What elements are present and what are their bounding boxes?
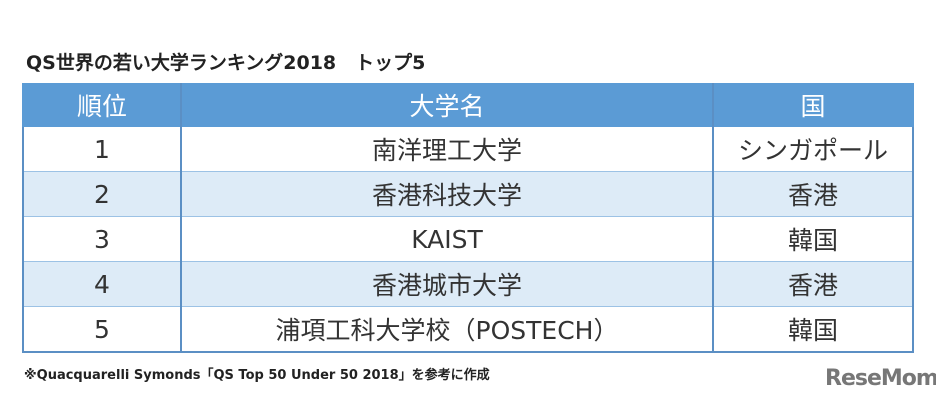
- cell-rank: 5: [22, 306, 182, 353]
- cell-country: シンガポール: [712, 127, 914, 172]
- table-row: 3 KAIST 韓国: [22, 216, 914, 262]
- cell-university: 香港城市大学: [180, 261, 714, 307]
- table-row: 4 香港城市大学 香港: [22, 261, 914, 307]
- table-row: 1 南洋理工大学 シンガポール: [22, 127, 914, 172]
- resemom-logo: ReseMom: [825, 366, 936, 391]
- cell-country: 韓国: [712, 216, 914, 262]
- cell-university: KAIST: [180, 216, 714, 262]
- cell-country: 韓国: [712, 306, 914, 353]
- header-rank: 順位: [22, 83, 182, 127]
- header-country: 国: [712, 83, 914, 127]
- table-title: QS世界の若い大学ランキング2018 トップ5: [26, 52, 426, 74]
- cell-rank: 1: [22, 127, 182, 172]
- table-row: 2 香港科技大学 香港: [22, 171, 914, 217]
- cell-university: 香港科技大学: [180, 171, 714, 217]
- cell-country: 香港: [712, 261, 914, 307]
- footnote: ※Quacquarelli Symonds「QS Top 50 Under 50…: [24, 368, 490, 383]
- cell-university: 南洋理工大学: [180, 127, 714, 172]
- header-row: 順位 大学名 国: [22, 83, 914, 127]
- cell-rank: 2: [22, 171, 182, 217]
- cell-rank: 3: [22, 216, 182, 262]
- header-university: 大学名: [180, 83, 714, 127]
- cell-country: 香港: [712, 171, 914, 217]
- ranking-table: 順位 大学名 国 1 南洋理工大学 シンガポール 2 香港科技大学 香港 3 KAIST 韓国 4…: [22, 83, 914, 353]
- cell-university: 浦項工科大学校（POSTECH）: [180, 306, 714, 353]
- cell-rank: 4: [22, 261, 182, 307]
- table-row: 5 浦項工科大学校（POSTECH） 韓国: [22, 306, 914, 353]
